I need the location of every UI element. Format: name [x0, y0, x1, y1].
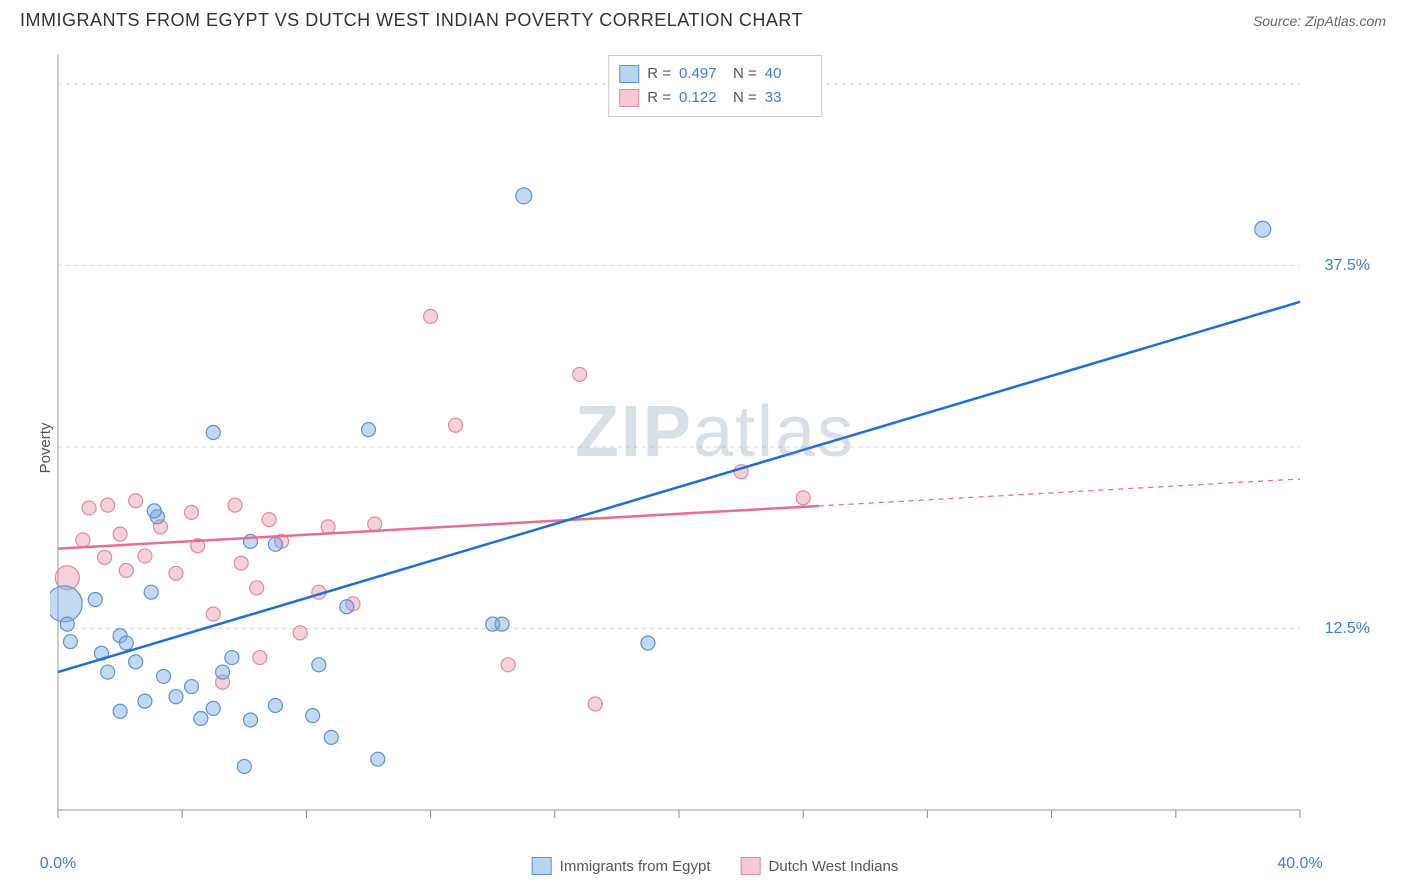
legend-swatch-egypt-2: [532, 857, 552, 875]
x-tick-label: 0.0%: [40, 855, 76, 873]
legend-label-dutch: Dutch West Indians: [769, 858, 899, 875]
y-tick-label: 37.5%: [1325, 257, 1370, 275]
r-value-dutch: 0.122: [679, 86, 725, 110]
legend-swatch-egypt: [619, 65, 639, 83]
legend-swatch-dutch-2: [741, 857, 761, 875]
r-label: R =: [647, 86, 671, 110]
source-prefix: Source:: [1253, 13, 1305, 29]
n-value-egypt: 40: [765, 62, 811, 86]
r-label: R =: [647, 62, 671, 86]
legend-label-egypt: Immigrants from Egypt: [560, 858, 711, 875]
source-attribution: Source: ZipAtlas.com: [1253, 13, 1386, 29]
correlation-row-dutch: R = 0.122 N = 33: [619, 86, 811, 110]
x-tick-label: 40.0%: [1277, 855, 1322, 873]
scatter-plot-svg: [50, 50, 1380, 845]
correlation-legend: R = 0.497 N = 40 R = 0.122 N = 33: [608, 55, 822, 117]
n-value-dutch: 33: [765, 86, 811, 110]
y-tick-label: 12.5%: [1325, 620, 1370, 638]
legend-swatch-dutch: [619, 89, 639, 107]
series-legend: Immigrants from Egypt Dutch West Indians: [532, 857, 899, 875]
n-label: N =: [733, 62, 757, 86]
legend-item-egypt: Immigrants from Egypt: [532, 857, 711, 875]
n-label: N =: [733, 86, 757, 110]
r-value-egypt: 0.497: [679, 62, 725, 86]
legend-item-dutch: Dutch West Indians: [741, 857, 899, 875]
correlation-row-egypt: R = 0.497 N = 40: [619, 62, 811, 86]
chart-area: Poverty ZIPatlas R = 0.497 N = 40 R = 0.…: [50, 50, 1380, 845]
source-name: ZipAtlas.com: [1305, 13, 1386, 29]
chart-title: IMMIGRANTS FROM EGYPT VS DUTCH WEST INDI…: [20, 10, 803, 31]
